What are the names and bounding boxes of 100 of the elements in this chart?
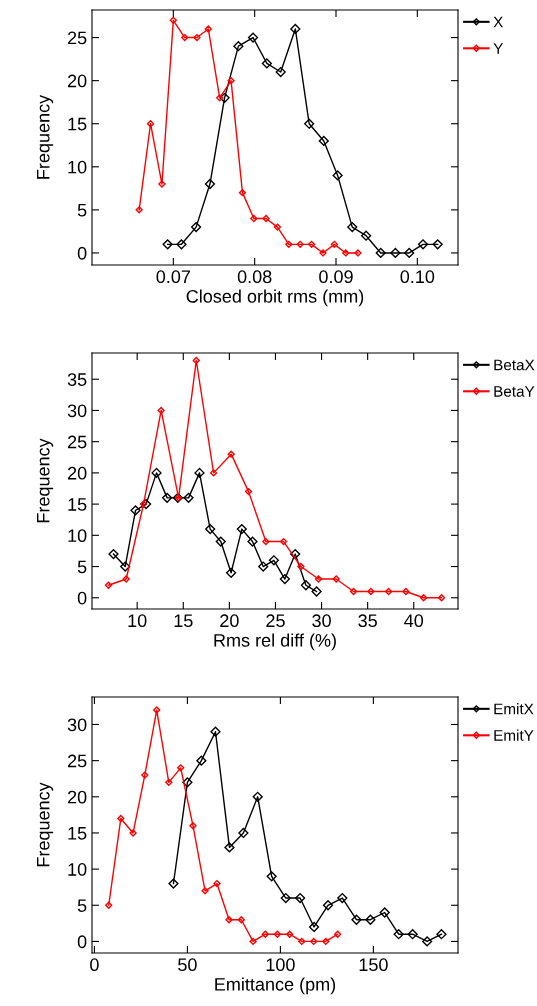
point [104,581,113,589]
point [367,587,375,596]
x-tick-label: 25 [266,614,285,628]
point [296,240,304,248]
y-tick-label: 25 [67,754,87,768]
x-tick-label: 100 [266,958,295,972]
point [404,247,415,259]
point [436,929,447,940]
point [216,94,224,102]
legend-label: BetaY [494,386,535,397]
point [169,16,177,24]
point [213,879,221,888]
point [310,937,318,946]
y-tick-label: 20 [67,74,87,88]
point [417,239,429,250]
point [342,249,350,257]
point [162,492,173,503]
point [165,778,173,786]
point [141,498,152,510]
point [193,33,201,42]
y-tick-label: 5 [77,899,87,912]
y-axis-title: Frequency [37,438,54,523]
point [247,536,258,547]
x-tick-label: 0.07 [156,270,190,284]
point [226,567,237,578]
point [233,41,244,52]
point [227,77,235,85]
x-tick-label: 50 [178,958,197,972]
x-tick-label: 0 [90,958,99,972]
point [294,892,306,904]
point [192,356,200,365]
x-tick-label: 0.09 [319,270,353,284]
point [204,178,216,190]
point [390,247,401,259]
point [314,575,323,583]
y-tick-label: 0 [77,246,87,260]
point [238,827,249,839]
legend-label: Y [493,43,503,54]
point [437,594,446,602]
y-tick-label: 25 [67,31,87,45]
point [375,247,386,259]
legend-label: EmitX [494,703,534,715]
y-axis-title: Frequency [37,94,54,179]
point [351,914,362,925]
point [139,500,148,508]
y-axis-title: Frequency [37,782,54,867]
point [224,842,235,853]
point [205,523,216,535]
point [183,492,194,503]
x-tick-label: 150 [359,958,388,972]
point [337,892,348,904]
point [249,937,257,946]
point [120,561,131,572]
x-tick-label: 0.10 [400,270,435,284]
point [262,214,270,223]
point [194,467,205,478]
y-tick-label: 10 [68,529,87,543]
point [322,900,334,911]
y-tick-label: 5 [77,560,87,574]
y-tick-label: 35 [67,373,87,386]
point [290,23,301,35]
point [250,214,258,223]
point [162,239,173,250]
y-tick-label: 5 [77,203,87,217]
y-tick-label: 15 [68,827,87,840]
point [204,25,212,33]
y-tick-label: 10 [68,863,87,876]
point [261,930,269,938]
point [105,901,113,909]
y-tick-label: 0 [77,591,87,605]
y-tick-label: 30 [67,404,87,418]
x-tick-label: 35 [358,614,377,628]
point [252,791,263,802]
x-tick-label: 40 [404,614,424,628]
point [402,587,410,596]
x-tick-label: 10 [128,614,147,628]
point [379,907,390,918]
point [141,771,149,779]
point [209,469,218,477]
point [304,118,315,129]
x-axis-title: Rms rel diff (%) [214,633,336,651]
x-tick-label: 20 [220,614,239,628]
point [279,537,288,546]
point [308,921,320,933]
point [286,930,294,938]
point [189,822,197,830]
point [311,586,322,597]
point [190,221,202,233]
point [318,135,329,147]
point [275,66,286,78]
point [273,223,282,231]
point [130,505,141,516]
point [215,536,226,547]
x-tick-label: 0.08 [237,270,272,284]
x-tick-label: 30 [312,614,331,628]
x-axis-title: Closed orbit rms (mm) [186,289,364,307]
point [268,555,280,566]
point [176,239,187,250]
point [332,575,340,583]
y-tick-label: 20 [67,466,87,480]
